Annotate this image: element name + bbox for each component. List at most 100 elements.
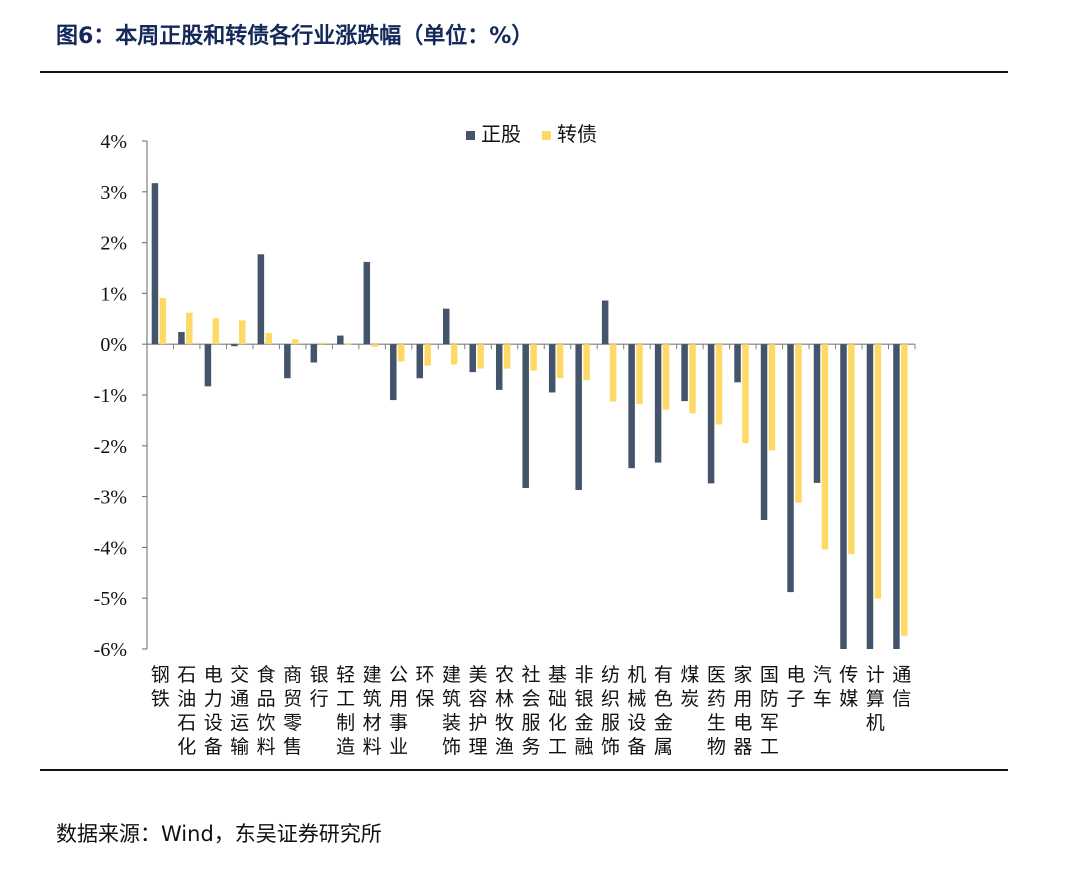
category-label: 美容护理 bbox=[469, 664, 488, 758]
bar-convertible bbox=[556, 344, 564, 379]
bar-stock bbox=[151, 183, 159, 345]
chart-legend: 正股 转债 bbox=[466, 122, 597, 146]
bar-stock bbox=[416, 344, 424, 379]
category-label: 银行 bbox=[310, 664, 329, 710]
bar-convertible bbox=[344, 343, 352, 345]
bar-convertible bbox=[742, 344, 749, 444]
bar-stock bbox=[787, 344, 794, 593]
bar-convertible bbox=[821, 344, 829, 550]
category-label: 汽车 bbox=[813, 664, 832, 710]
category-label: 建筑材料 bbox=[363, 664, 382, 758]
y-tick-label: -3% bbox=[94, 487, 127, 509]
bar-convertible bbox=[901, 344, 908, 636]
bar-stock bbox=[628, 344, 635, 469]
bar-convertible bbox=[186, 312, 193, 345]
category-label: 电力设备 bbox=[204, 664, 223, 758]
bar-convertible bbox=[318, 342, 325, 345]
category-label: 家用电器 bbox=[733, 664, 752, 758]
category-label: 有色金属 bbox=[654, 664, 673, 758]
bar-stock bbox=[257, 254, 265, 345]
y-tick-label: -5% bbox=[94, 588, 127, 610]
bar-stock bbox=[231, 344, 238, 347]
bar-convertible bbox=[212, 318, 220, 345]
bar-stock bbox=[337, 335, 344, 345]
y-tick-label: 3% bbox=[100, 182, 127, 204]
category-label: 石油石化 bbox=[177, 664, 196, 758]
category-label: 非银金融 bbox=[574, 664, 593, 758]
bar-convertible bbox=[636, 344, 643, 405]
legend-swatch bbox=[466, 131, 475, 140]
category-label: 计算机 bbox=[866, 664, 885, 734]
category-label: 电子 bbox=[786, 664, 805, 710]
bar-stock bbox=[284, 344, 291, 379]
category-label: 农林牧渔 bbox=[495, 664, 514, 758]
legend-swatch bbox=[542, 131, 551, 140]
bar-convertible bbox=[450, 344, 458, 365]
category-label: 传媒 bbox=[839, 664, 858, 710]
y-tick-label: 0% bbox=[100, 334, 127, 356]
bar-convertible bbox=[159, 297, 167, 345]
y-tick-label: -1% bbox=[94, 385, 127, 407]
bar-stock bbox=[204, 344, 212, 387]
source-note: 数据来源：Wind，东吴证券研究所 bbox=[56, 822, 382, 846]
category-label: 食品饮料 bbox=[257, 664, 276, 758]
bar-stock bbox=[548, 344, 556, 393]
category-label: 基础化工 bbox=[548, 664, 567, 758]
category-label: 医药生物 bbox=[707, 664, 726, 758]
category-label: 轻工制造 bbox=[336, 664, 355, 758]
bar-stock bbox=[813, 344, 821, 483]
bar-stock bbox=[707, 344, 715, 484]
bar-stock bbox=[363, 261, 371, 345]
legend-label: 正股 bbox=[481, 122, 521, 146]
category-label: 商贸零售 bbox=[283, 664, 302, 758]
y-tick-label: -4% bbox=[94, 537, 127, 559]
bar-stock bbox=[654, 344, 662, 463]
bar-stock bbox=[734, 344, 741, 383]
bar-convertible bbox=[768, 344, 776, 451]
bar-convertible bbox=[503, 344, 511, 369]
y-tick-label: 1% bbox=[100, 283, 127, 305]
bar-convertible bbox=[239, 320, 246, 345]
chart-bars bbox=[151, 183, 908, 649]
bar-stock bbox=[469, 344, 476, 373]
bar-convertible bbox=[662, 344, 670, 410]
bar-convertible bbox=[689, 344, 696, 414]
category-label: 机械设备 bbox=[627, 664, 646, 758]
bar-stock bbox=[390, 344, 397, 401]
bar-stock bbox=[866, 344, 874, 649]
bar-stock bbox=[178, 332, 185, 345]
bar-convertible bbox=[371, 344, 378, 347]
y-tick-label: 4% bbox=[100, 131, 127, 153]
category-label: 建筑装饰 bbox=[442, 664, 461, 758]
bar-convertible bbox=[583, 344, 590, 381]
bar-convertible bbox=[397, 344, 405, 362]
bar-convertible bbox=[292, 339, 299, 345]
y-tick-label: 2% bbox=[100, 233, 127, 255]
bar-convertible bbox=[609, 344, 617, 402]
y-tick-label: -6% bbox=[94, 639, 127, 661]
y-tick-label: -2% bbox=[94, 436, 127, 458]
bar-stock bbox=[522, 344, 529, 488]
bar-convertible bbox=[715, 344, 723, 425]
category-label: 钢铁 bbox=[151, 664, 170, 710]
bar-stock bbox=[681, 344, 688, 402]
bar-convertible bbox=[424, 344, 431, 366]
bottom-divider bbox=[40, 769, 1008, 771]
bar-stock bbox=[575, 344, 582, 490]
category-label: 交通运输 bbox=[230, 664, 249, 758]
category-label: 社会服务 bbox=[521, 664, 540, 758]
bar-stock bbox=[601, 300, 609, 345]
bar-stock bbox=[840, 344, 847, 649]
category-label: 煤炭 bbox=[680, 664, 699, 710]
bar-convertible bbox=[477, 344, 484, 369]
bar-convertible bbox=[795, 344, 802, 503]
top-divider bbox=[40, 71, 1008, 73]
category-label: 环保 bbox=[416, 664, 435, 710]
category-label: 纺织服饰 bbox=[601, 664, 620, 758]
category-label: 公用事业 bbox=[389, 664, 408, 758]
bar-convertible bbox=[265, 333, 273, 345]
legend-label: 转债 bbox=[557, 122, 597, 146]
bar-stock bbox=[310, 344, 318, 363]
bar-stock bbox=[893, 344, 900, 649]
